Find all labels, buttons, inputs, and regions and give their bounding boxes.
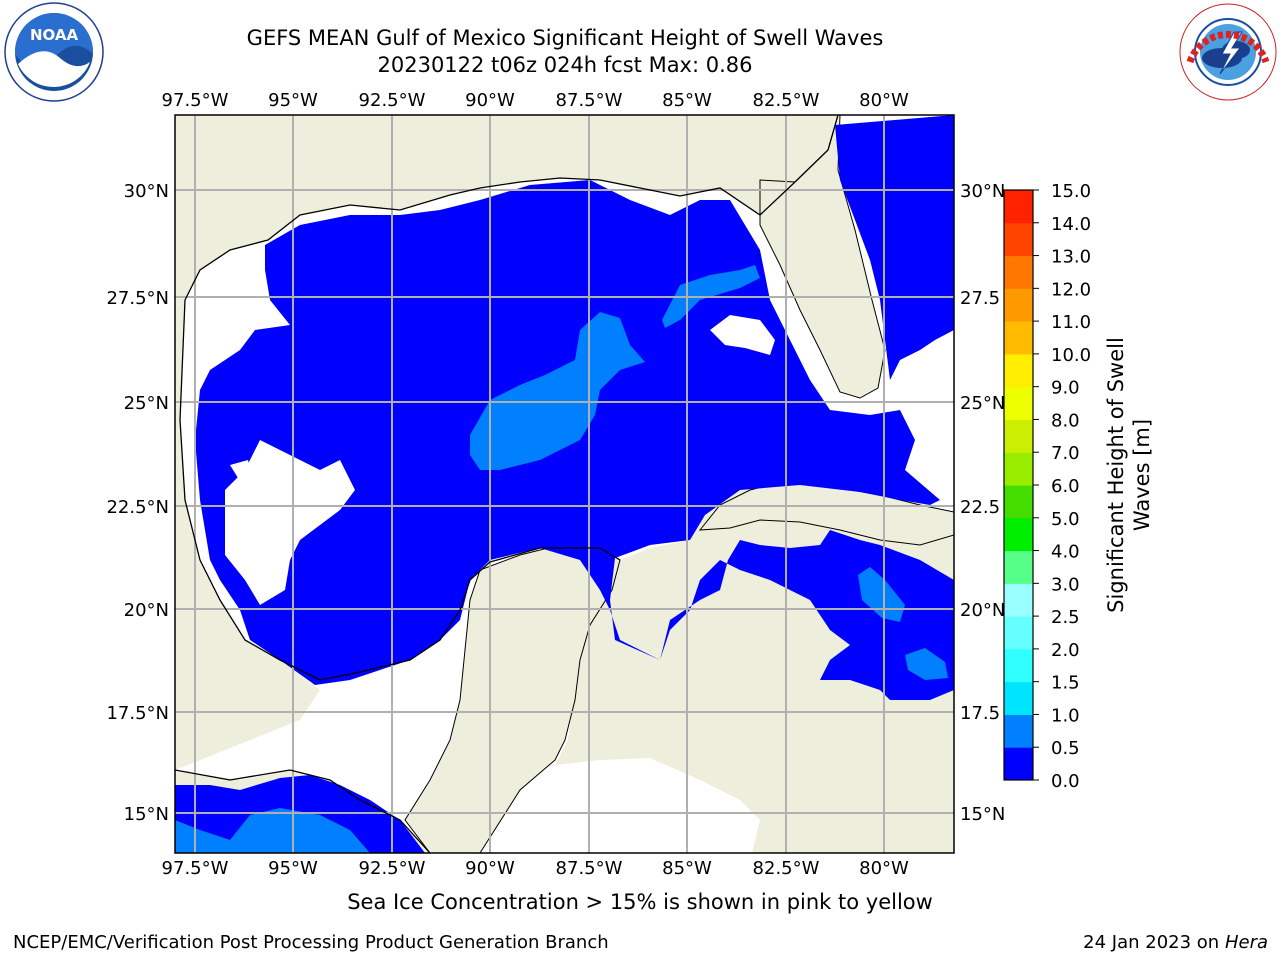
colorbar-tick-label: 1.5 [1051, 673, 1080, 694]
colorbar-segment [1004, 517, 1033, 552]
lon-label: 82.5°W [753, 90, 820, 111]
colorbar-tick-label: 9.0 [1051, 378, 1080, 399]
lat-label: 22.5°N [106, 497, 169, 518]
producer-credit: NCEP/EMC/Verification Post Processing Pr… [13, 932, 609, 953]
svg-text:NOAA: NOAA [30, 26, 79, 44]
graticule [175, 115, 954, 853]
coastline [175, 115, 839, 853]
lon-label: 92.5°W [359, 858, 426, 879]
lat-labels-right: 30°N 27.5 25°N 22.5 20°N 17.5 15°N [960, 181, 1005, 825]
colorbar-tick-label: 8.0 [1051, 410, 1080, 431]
colorbar-segment [1004, 288, 1033, 322]
lat-label: 15°N [960, 804, 1005, 825]
colorbar-segment [1004, 681, 1033, 715]
no-data-patch-small [230, 460, 252, 478]
colorbar-tick-label: 3.0 [1051, 574, 1080, 595]
noaa-logo: NOAA [4, 2, 104, 102]
colorbar-segment [1004, 452, 1033, 486]
lon-label: 85°W [662, 858, 712, 879]
lat-label: 25°N [124, 393, 169, 414]
colorbar-segment [1004, 648, 1033, 683]
no-data-patch-west [225, 440, 355, 605]
lat-label: 15°N [124, 804, 169, 825]
lat-label: 27.5°N [106, 288, 169, 309]
lon-label: 87.5°W [556, 858, 623, 879]
nws-logo [1179, 3, 1277, 101]
colorbar-segment [1004, 222, 1033, 257]
lat-label: 30°N [124, 181, 169, 202]
colorbar-tick-label: 0.0 [1051, 771, 1080, 792]
colorbar-label-line2: Waves [m] [1130, 418, 1154, 532]
lon-label: 87.5°W [556, 90, 623, 111]
swell-band-0.5-1.0-carib2 [905, 648, 948, 680]
lat-label: 30°N [960, 181, 1005, 202]
swell-band-0.5-1.0-central [470, 312, 645, 470]
colorbar-tick-label: 7.0 [1051, 443, 1080, 464]
lon-label: 80°W [859, 858, 909, 879]
colorbar-tick-label: 2.5 [1051, 607, 1080, 628]
date-text: 24 Jan 2023 on [1083, 932, 1225, 953]
lon-label: 90°W [465, 90, 515, 111]
colorbar-tick-label: 11.0 [1051, 312, 1091, 333]
colorbar-segment [1004, 386, 1033, 420]
colorbar-tick-label: 15.0 [1051, 181, 1091, 202]
map-title: GEFS MEAN Gulf of Mexico Significant Hei… [246, 26, 884, 50]
colorbar-tick-label: 1.0 [1051, 705, 1080, 726]
colorbar-tick-label: 12.0 [1051, 279, 1091, 300]
swell-field-caribbean [835, 115, 954, 380]
production-date: 24 Jan 2023 on Hera [1083, 932, 1268, 953]
lon-label: 95°W [268, 858, 318, 879]
colorbar-segment [1004, 747, 1033, 781]
colorbar-segment [1004, 616, 1033, 650]
lon-label: 85°W [662, 90, 712, 111]
colorbar-segment [1004, 255, 1033, 289]
colorbar-tick-label: 2.0 [1051, 640, 1080, 661]
colorbar-label-line1: Significant Height of Swell [1104, 337, 1128, 613]
no-data-patch-fl [710, 315, 775, 355]
colorbar-tick-label: 5.0 [1051, 509, 1080, 530]
lat-label: 22.5 [960, 497, 1000, 518]
lat-label: 17.5 [960, 703, 1000, 724]
lon-label: 97.5°W [162, 858, 229, 879]
colorbar-tick-label: 0.5 [1051, 738, 1080, 759]
lon-label: 90°W [465, 858, 515, 879]
lon-label: 80°W [859, 90, 909, 111]
lon-labels-bottom: 97.5°W 95°W 92.5°W 90°W 87.5°W 85°W 82.5… [162, 858, 909, 879]
lat-label: 17.5°N [106, 703, 169, 724]
colorbar-tick-label: 13.0 [1051, 247, 1091, 268]
colorbar-segment [1004, 550, 1033, 584]
map-subtitle: 20230122 t06z 024h fcst Max: 0.86 [377, 53, 753, 77]
lon-label: 97.5°W [162, 90, 229, 111]
colorbar-tick-label: 14.0 [1051, 214, 1091, 235]
lat-label: 20°N [960, 600, 1005, 621]
lat-label: 20°N [124, 600, 169, 621]
map-frame [174, 114, 955, 854]
colorbar-segment [1004, 190, 1033, 224]
colorbar-segment [1004, 714, 1033, 748]
colorbar-segment [1004, 321, 1033, 355]
colorbar-ticks: 0.0 0.5 1.0 1.5 2.0 2.5 3.0 4.0 5.0 6.0 7.0 8.0 9.0 1… [1033, 181, 1091, 792]
lon-label: 82.5°W [753, 858, 820, 879]
colorbar-segment [1004, 485, 1033, 519]
lon-labels-top: 97.5°W 95°W 92.5°W 90°W 87.5°W 85°W 82.5… [162, 90, 909, 111]
colorbar-segment [1004, 353, 1033, 388]
lat-labels-left: 30°N 27.5°N 25°N 22.5°N 20°N 17.5°N 15°N [106, 181, 169, 825]
lat-label: 27.5 [960, 288, 1000, 309]
colorbar-label: Significant Height of Swell Waves [m] [1103, 315, 1155, 635]
colorbar [1003, 189, 1034, 781]
lon-label: 92.5°W [359, 90, 426, 111]
colorbar-tick-label: 4.0 [1051, 542, 1080, 563]
colorbar-segment [1004, 583, 1033, 617]
colorbar-tick-label: 6.0 [1051, 476, 1080, 497]
colorbar-tick-label: 10.0 [1051, 345, 1091, 366]
lat-label: 25°N [960, 393, 1005, 414]
host-name: Hera [1224, 932, 1268, 953]
swell-band-0.5-1.0-pacific [175, 808, 370, 853]
lon-label: 95°W [268, 90, 318, 111]
colorbar-segment [1004, 419, 1033, 453]
sea-ice-note: Sea Ice Concentration > 15% is shown in … [347, 890, 933, 914]
